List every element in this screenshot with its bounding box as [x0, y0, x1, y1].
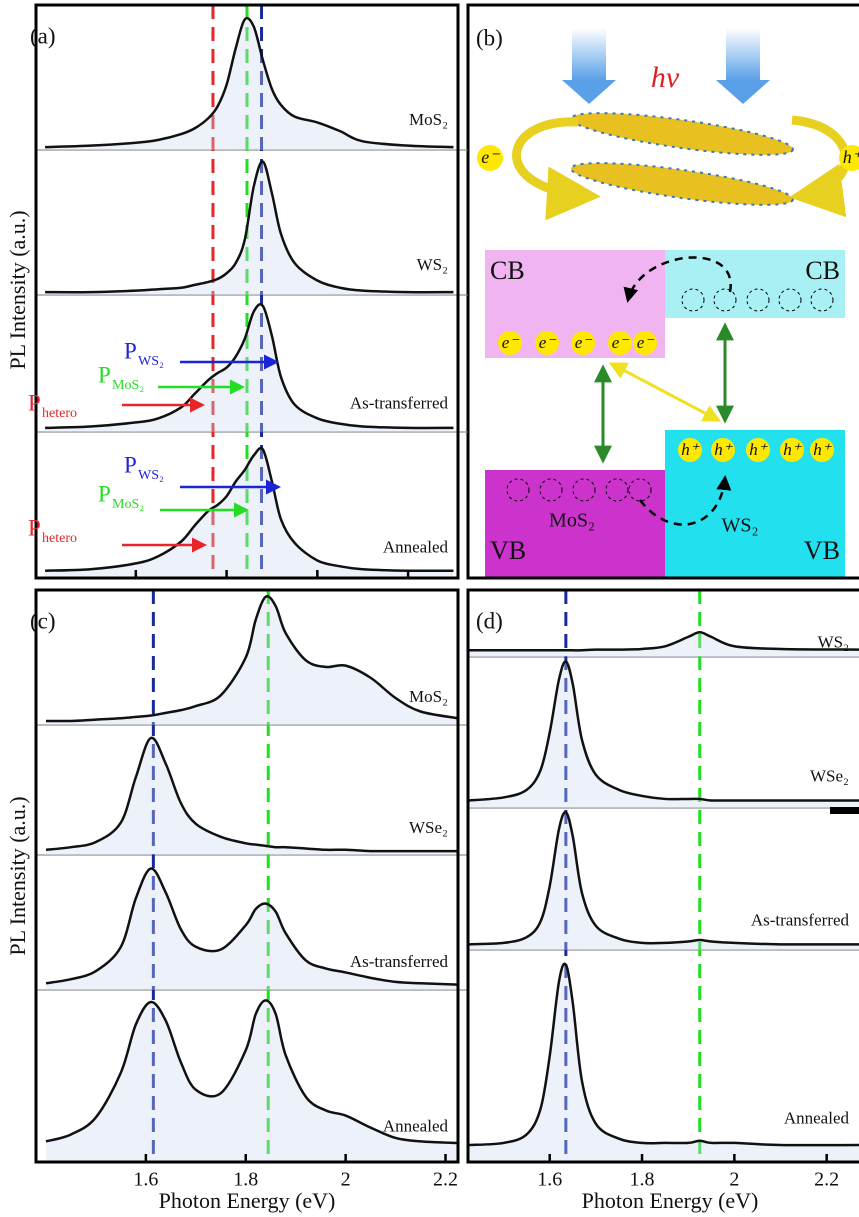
- panel-frame: [468, 590, 859, 1162]
- electron-label: e⁻: [481, 147, 500, 167]
- series-label: Annealed: [383, 1117, 449, 1136]
- cb-label: CB: [805, 256, 840, 285]
- peak-label: P: [98, 362, 111, 387]
- material-label: MoS₂: [549, 510, 595, 532]
- panel-label: (a): [30, 23, 56, 48]
- series-label: WS₂: [417, 255, 448, 274]
- peak-label-sub: WS₂: [138, 468, 164, 483]
- series-label: Annealed: [383, 538, 449, 557]
- x-tick-label: 2.2: [433, 1169, 458, 1191]
- electron-label: e⁻: [575, 333, 594, 352]
- series-label: As-transferred: [350, 952, 449, 971]
- hole-label: h⁺: [714, 440, 734, 459]
- vb-label: VB: [490, 536, 526, 565]
- y-axis-title: PL Intensity (a.u.): [5, 796, 30, 955]
- body: (b) hv e⁻ h⁺ CB CB VB VB MoS₂ WS₂: [0, 0, 859, 1217]
- series-label: WS₂: [818, 633, 849, 652]
- cb-label: CB: [490, 256, 525, 285]
- hole-label: h⁺: [813, 440, 833, 459]
- series-label: MoS₂: [409, 110, 448, 129]
- panel-label: (b): [476, 25, 503, 50]
- material-label: WS₂: [722, 515, 759, 537]
- chart-panel: MoS₂ WS₂ As-transferred Annealed (a) PL Inten…: [5, 5, 468, 578]
- x-tick-label: 1.6: [133, 1169, 158, 1191]
- panel-label: (c): [30, 608, 56, 633]
- diagram-panel: (b) hv e⁻ h⁺ CB CB VB VB MoS₂ WS₂: [468, 5, 859, 578]
- peak-label-sub: hetero: [42, 406, 77, 421]
- peak-label: P: [124, 338, 137, 363]
- hole-label: h⁺: [843, 147, 859, 167]
- series-label: WSe₂: [409, 818, 448, 837]
- electron-label: e⁻: [637, 333, 656, 352]
- series-label: As-transferred: [350, 394, 449, 413]
- series-label: Annealed: [784, 1109, 850, 1128]
- x-axis-title: Photon Energy (eV): [159, 1188, 336, 1213]
- page: PL spectra {"chart_data": [ {"type": "li…: [0, 0, 859, 1217]
- series-label: MoS₂: [409, 687, 448, 706]
- electron-label: e⁻: [539, 333, 558, 352]
- peak-label-sub: MoS₂: [112, 497, 144, 512]
- peak-label: P: [98, 481, 111, 506]
- x-tick-label: 2: [341, 1169, 351, 1191]
- y-axis-title: PL Intensity (a.u.): [5, 210, 30, 369]
- peak-label: P: [28, 515, 41, 540]
- x-tick-label: 2.2: [814, 1169, 839, 1191]
- figure: (b) hv e⁻ h⁺ CB CB VB VB MoS₂ WS₂: [0, 0, 859, 1217]
- series-label: As-transferred: [751, 911, 850, 930]
- vb-label: VB: [804, 536, 840, 565]
- peak-label-sub: WS₂: [138, 354, 164, 369]
- hole-label: h⁺: [681, 440, 701, 459]
- panel-label: (d): [476, 608, 503, 633]
- electron-label: e⁻: [502, 333, 521, 352]
- peak-label-sub: MoS₂: [112, 378, 144, 393]
- hole-label: h⁺: [783, 440, 803, 459]
- peak-label: P: [124, 452, 137, 477]
- peak-label-sub: hetero: [42, 531, 77, 546]
- x-tick-label: 1.6: [537, 1169, 562, 1191]
- peak-label: P: [28, 390, 41, 415]
- series-label: WSe₂: [810, 767, 849, 786]
- light-beam: [726, 28, 760, 80]
- electron-label: e⁻: [612, 333, 631, 352]
- x-axis-title: Photon Energy (eV): [582, 1188, 759, 1213]
- hole-label: h⁺: [749, 440, 769, 459]
- photon-label: hv: [651, 61, 680, 94]
- scale-bar: [830, 807, 859, 814]
- light-beam: [572, 28, 606, 80]
